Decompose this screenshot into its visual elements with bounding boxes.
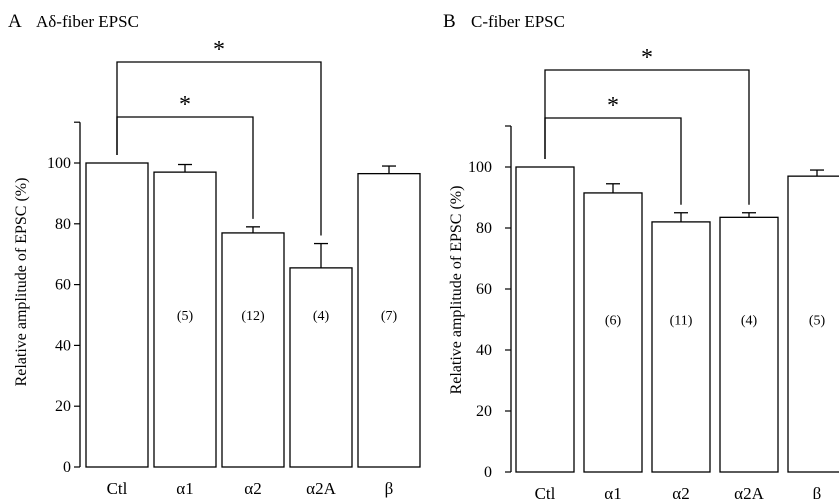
y-tick-label: 80 (55, 216, 71, 233)
x-tick-label: α2A (306, 479, 336, 498)
y-tick-label: 20 (476, 403, 492, 420)
bar-n-label: (5) (177, 309, 194, 324)
x-tick-label: α1 (604, 484, 621, 499)
panel-letter: B (443, 11, 456, 32)
chart-title: Aδ-fiber EPSC (36, 12, 139, 31)
bar-n-label: (12) (241, 309, 265, 324)
significance-star: * (179, 92, 191, 118)
x-tick-label: α2A (734, 484, 764, 499)
x-tick-label: β (813, 484, 822, 499)
y-tick-label: 60 (476, 281, 492, 298)
bar (85, 162, 149, 468)
y-tick-label: 100 (47, 155, 71, 172)
y-tick-label: 0 (63, 459, 71, 476)
x-tick-label: α1 (176, 479, 193, 498)
chart-panel-a: A Aδ-fiber EPSC 0 20 40 60 80 100 Relative ampli… (8, 11, 421, 498)
bar (221, 232, 285, 468)
bar (651, 221, 711, 473)
y-tick-label: 40 (55, 337, 71, 354)
bar (719, 216, 779, 473)
significance-bracket (544, 69, 750, 205)
bar-n-label: (4) (741, 314, 758, 329)
x-tick-label: β (385, 479, 394, 498)
bar-n-label: (11) (670, 314, 693, 329)
significance-star: * (641, 45, 653, 71)
bar-n-label: (4) (313, 309, 330, 324)
bar-n-label: (7) (381, 309, 398, 324)
bar (289, 267, 353, 468)
bar (153, 171, 217, 468)
panel-letter: A (8, 11, 22, 32)
bar (357, 172, 421, 468)
significance-bracket (116, 61, 322, 236)
y-tick-label: 20 (55, 398, 71, 415)
x-tick-label: Ctl (107, 479, 128, 498)
y-tick-label: 40 (476, 342, 492, 359)
y-axis-label: Relative amplitude of EPSC (%) (448, 186, 465, 395)
significance-star: * (607, 93, 619, 119)
y-tick-label: 80 (476, 220, 492, 237)
x-tick-label: α2 (672, 484, 689, 499)
chart-title: C-fiber EPSC (471, 12, 565, 31)
significance-star: * (213, 37, 225, 63)
x-tick-label: Ctl (535, 484, 556, 499)
bar-n-label: (6) (605, 314, 622, 329)
bar (583, 192, 643, 473)
y-tick-label: 0 (484, 464, 492, 481)
y-tick-label: 100 (468, 159, 492, 176)
x-tick-label: α2 (244, 479, 261, 498)
y-tick-label: 60 (55, 277, 71, 294)
bar (787, 175, 839, 473)
bar (515, 166, 575, 473)
y-axis-label: Relative amplitude of EPSC (%) (13, 178, 30, 387)
bar-n-label: (5) (809, 314, 826, 329)
